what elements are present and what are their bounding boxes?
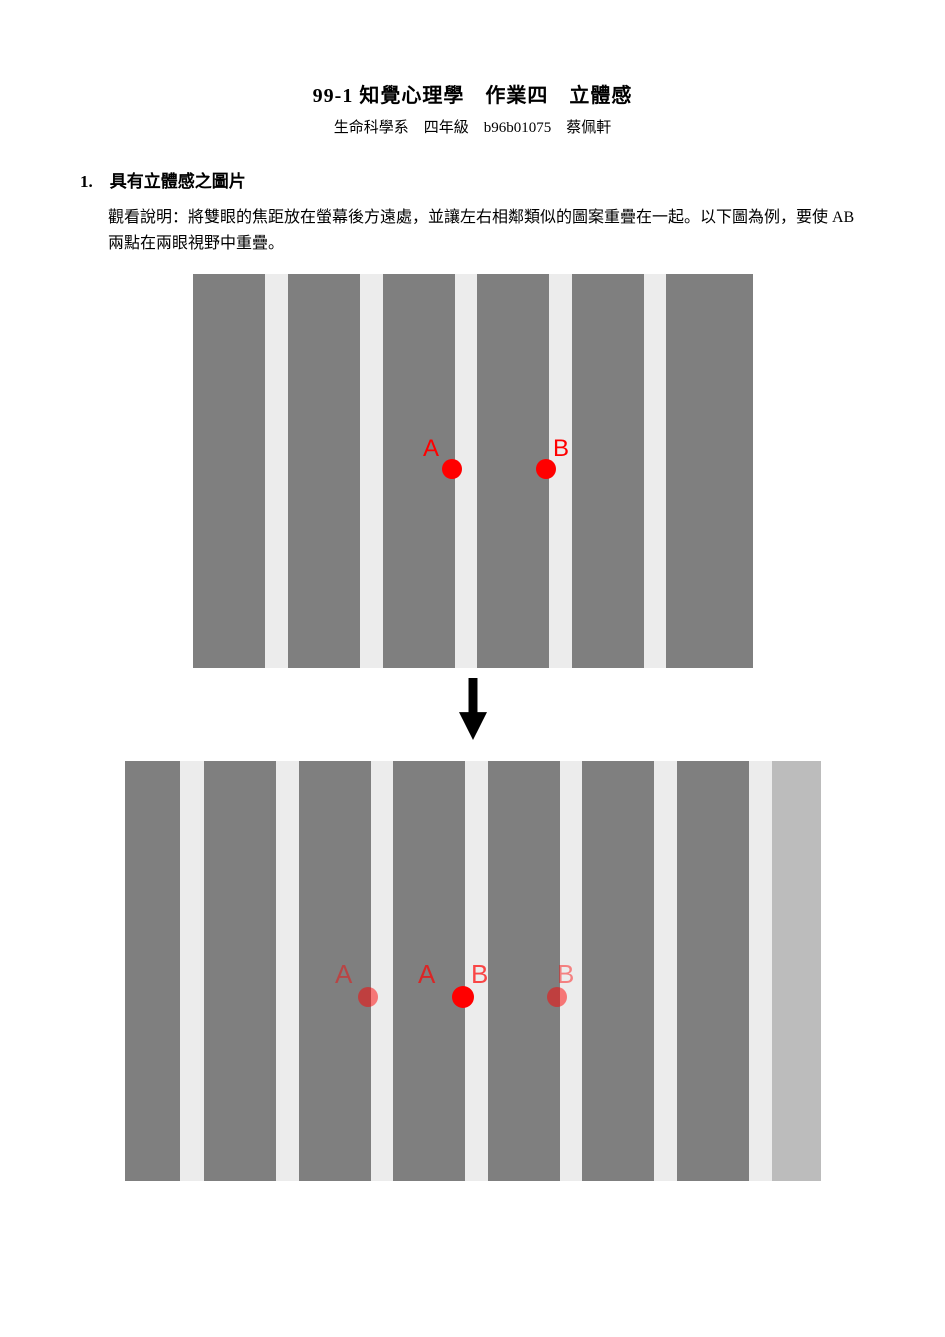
svg-text:B: B <box>553 435 569 462</box>
figure-1: AB <box>80 274 865 668</box>
document-header: 99-1 知覺心理學 作業四 立體感 生命科學系 四年級 b96b01075 蔡… <box>80 80 865 140</box>
svg-text:B: B <box>471 959 488 989</box>
document-subtitle: 生命科學系 四年級 b96b01075 蔡佩軒 <box>80 116 865 140</box>
svg-text:A: A <box>418 959 436 989</box>
document-title: 99-1 知覺心理學 作業四 立體感 <box>80 80 865 112</box>
svg-text:B: B <box>557 959 574 989</box>
section-heading: 1. 具有立體感之圖片 <box>80 168 865 195</box>
svg-text:A: A <box>423 435 439 462</box>
figure-2: AABB <box>80 761 865 1181</box>
stereogram-figure-top: AB <box>193 274 753 668</box>
arrow-down-block <box>80 678 865 749</box>
svg-text:A: A <box>335 959 353 989</box>
section-body-text: 觀看說明：將雙眼的焦距放在螢幕後方遠處，並讓左右相鄰類似的圖案重疊在一起。以下圖… <box>108 205 865 256</box>
arrow-down-icon <box>459 678 487 740</box>
stereogram-figure-bottom: AABB <box>125 761 821 1181</box>
